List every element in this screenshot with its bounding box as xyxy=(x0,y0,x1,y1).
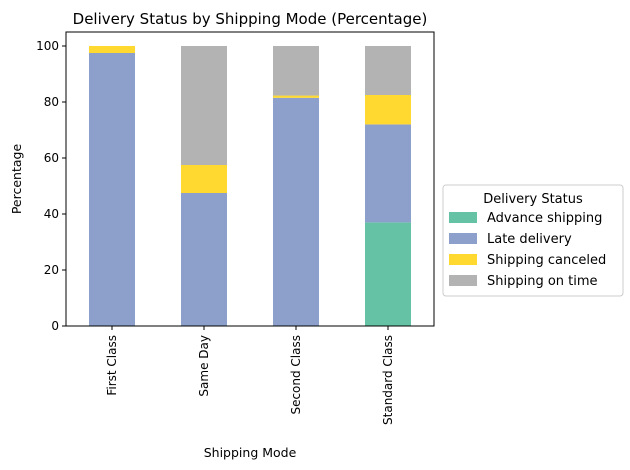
x-tick-label: Second Class xyxy=(289,335,303,415)
legend-label-late-delivery: Late delivery xyxy=(487,232,572,247)
legend: Delivery Status Advance shipping Late del… xyxy=(442,184,624,297)
y-tick-label: 40 xyxy=(44,207,59,221)
bar-second-class-late-delivery xyxy=(273,97,319,326)
x-tick-label: First Class xyxy=(105,335,119,396)
legend-swatch-shipping-canceled xyxy=(449,254,477,265)
bar-standard-class-late-delivery xyxy=(365,124,411,223)
bar-standard-class-shipping-canceled xyxy=(365,95,411,125)
y-tick-label: 20 xyxy=(44,263,59,277)
legend-swatch-late-delivery xyxy=(449,233,477,244)
x-axis: First Class Same Day Second Class Standard … xyxy=(105,326,395,425)
legend-frame xyxy=(442,184,624,297)
legend-label-shipping-canceled: Shipping canceled xyxy=(487,253,606,268)
bar-first-class-shipping-canceled xyxy=(89,46,135,53)
bar-standard-class-shipping-on-time xyxy=(365,46,411,95)
bars-group xyxy=(89,46,411,326)
bar-same-day-shipping-on-time xyxy=(181,46,227,165)
bar-first-class-late-delivery xyxy=(89,53,135,326)
y-tick-label: 100 xyxy=(36,39,59,53)
x-axis-label: Shipping Mode xyxy=(204,445,297,460)
y-tick-label: 80 xyxy=(44,95,59,109)
legend-swatch-advance-shipping xyxy=(449,212,477,223)
bar-same-day-late-delivery xyxy=(181,193,227,326)
plot-frame xyxy=(65,31,435,327)
legend-swatch-shipping-on-time xyxy=(449,275,477,286)
legend-title: Delivery Status xyxy=(483,192,583,207)
y-tick-label: 0 xyxy=(51,319,59,333)
legend-label-advance-shipping: Advance shipping xyxy=(487,211,602,226)
y-axis-label: Percentage xyxy=(9,144,24,215)
y-tick-label: 60 xyxy=(44,151,59,165)
x-tick-label: Standard Class xyxy=(381,335,395,425)
x-tick-label: Same Day xyxy=(197,335,211,397)
chart-title: Delivery Status by Shipping Mode (Percen… xyxy=(73,10,428,28)
legend-label-shipping-on-time: Shipping on time xyxy=(487,274,598,289)
bar-second-class-shipping-on-time xyxy=(273,46,319,96)
y-axis: 0 20 40 60 80 100 xyxy=(36,39,66,333)
legend-items: Advance shipping Late delivery Shipping ca… xyxy=(449,211,606,289)
bar-standard-class-advance-shipping xyxy=(365,222,411,326)
bar-second-class-shipping-canceled xyxy=(273,95,319,98)
bar-same-day-shipping-canceled xyxy=(181,165,227,193)
